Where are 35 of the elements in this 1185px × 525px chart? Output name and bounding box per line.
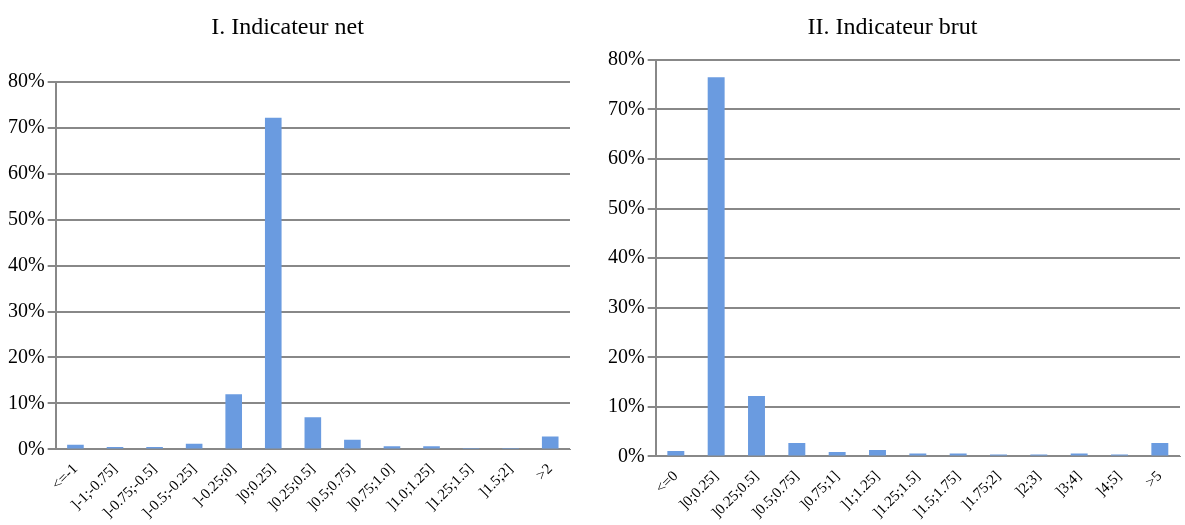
y-tick-label: 60% [7, 160, 45, 183]
bar [667, 450, 685, 456]
bar [344, 439, 361, 449]
bar [423, 446, 440, 449]
y-tick-label: 40% [607, 245, 645, 268]
y-tick-label: 70% [7, 115, 45, 137]
x-tick-label: <=0 [652, 467, 681, 496]
y-tick-label: 10% [7, 390, 45, 413]
y-tick-label: 50% [7, 206, 45, 229]
y-tick-label: 20% [7, 344, 45, 367]
bar [748, 395, 765, 456]
bar [541, 436, 559, 449]
x-tick-label: >5 [1142, 467, 1165, 490]
bar [264, 117, 282, 449]
chart-title: II. Indicateur brut [807, 12, 978, 39]
y-tick-label: 30% [607, 294, 645, 317]
chart-title: I. Indicateur net [211, 12, 365, 39]
y-tick-label: 60% [607, 146, 645, 169]
y-tick-label: 0% [617, 443, 645, 466]
y-tick-label: 40% [7, 252, 45, 275]
y-tick-label: 20% [607, 344, 645, 367]
y-tick-label: 30% [7, 298, 45, 321]
y-tick-label: 10% [607, 394, 645, 417]
bar [707, 77, 725, 456]
y-tick-label: 80% [607, 47, 645, 70]
bar [869, 450, 886, 456]
y-tick-label: 50% [607, 195, 645, 218]
y-tick-label: 0% [17, 436, 45, 459]
bar [788, 443, 806, 456]
x-tick-label: >2 [532, 460, 556, 483]
bar [304, 417, 322, 449]
bar [225, 394, 243, 449]
y-tick-label: 80% [7, 69, 45, 92]
y-tick-label: 70% [607, 96, 645, 119]
bar [1151, 443, 1169, 456]
